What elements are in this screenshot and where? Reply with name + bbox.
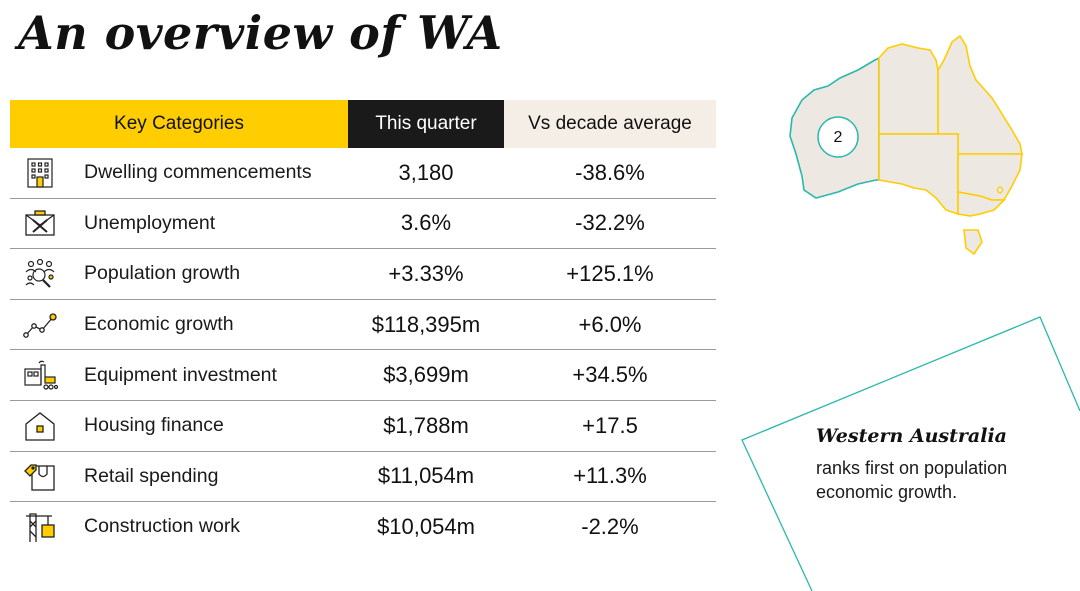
table-row: Unemployment 3.6% -32.2%: [10, 199, 716, 250]
table-row: Dwelling commencements 3,180 -38.6%: [10, 148, 716, 199]
map-region-tas: [963, 229, 983, 256]
header-key-categories: Key Categories: [10, 100, 348, 148]
callout-heading: Western Australia: [816, 425, 1007, 447]
shopping-bag-tag-icon: [20, 458, 60, 494]
table-row: Economic growth $118,395m +6.0%: [10, 300, 716, 351]
row-vs-decade: -38.6%: [575, 159, 645, 185]
row-vs-decade: +34.5%: [572, 362, 648, 388]
factory-machine-icon: [20, 357, 60, 393]
callout-box: Western Australia ranks first on populat…: [740, 315, 1080, 591]
map-region-sa: [878, 133, 959, 216]
table-row: Population growth +3.33% +125.1%: [10, 249, 716, 300]
row-this-quarter: 3.6%: [400, 210, 452, 236]
briefcase-cross-icon: [20, 205, 60, 241]
callout-frame: [741, 316, 1080, 591]
crane-icon: [20, 509, 60, 545]
row-label: Retail spending: [84, 464, 219, 487]
house-icon: [20, 408, 60, 444]
rank-badge-text: 2: [834, 129, 843, 146]
table-row: Retail spending $11,054m +11.3%: [10, 452, 716, 503]
trend-line-icon: [20, 307, 60, 343]
map-region-nt: [878, 43, 939, 135]
row-label: Unemployment: [84, 211, 216, 234]
row-vs-decade: +125.1%: [566, 260, 654, 286]
row-label: Housing finance: [84, 414, 224, 437]
row-vs-decade: +17.5: [582, 412, 638, 438]
row-label: Economic growth: [84, 313, 234, 336]
row-this-quarter: $11,054m: [377, 463, 475, 489]
apartment-building-icon: [20, 155, 60, 191]
row-this-quarter: $1,788m: [383, 412, 469, 438]
row-vs-decade: +11.3%: [573, 463, 647, 489]
row-label: Population growth: [84, 262, 241, 285]
table-row: Construction work $10,054m -2.2%: [10, 502, 716, 552]
row-vs-decade: +6.0%: [578, 311, 642, 337]
australia-map: 2: [789, 34, 1023, 256]
row-label: Construction work: [84, 515, 241, 538]
row-this-quarter: 3,180: [398, 159, 454, 185]
row-this-quarter: $3,699m: [383, 362, 469, 388]
row-this-quarter: $10,054m: [377, 513, 475, 539]
overview-table: Key Categories This quarter Vs decade av…: [10, 100, 716, 552]
row-this-quarter: $118,395m: [371, 311, 481, 337]
row-vs-decade: -32.2%: [575, 210, 645, 236]
rank-badge: [817, 116, 859, 158]
callout-body: ranks first on population economic growt…: [816, 458, 1008, 502]
map-region-vic: [957, 191, 1006, 217]
header-this-quarter: This quarter: [348, 100, 504, 148]
row-this-quarter: +3.33%: [388, 260, 464, 286]
page-title: An overview of WA: [18, 6, 503, 60]
map-region-act: [996, 186, 1004, 194]
table-row: Equipment investment $3,699m +34.5%: [10, 350, 716, 401]
header-vs-decade-average: Vs decade average: [504, 100, 716, 148]
row-label: Equipment investment: [84, 363, 277, 386]
table-row: Housing finance $1,788m +17.5: [10, 401, 716, 452]
table-header: Key Categories This quarter Vs decade av…: [10, 100, 716, 148]
people-magnifier-icon: [20, 256, 60, 292]
row-label: Dwelling commencements: [84, 161, 312, 184]
row-vs-decade: -2.2%: [581, 513, 639, 539]
